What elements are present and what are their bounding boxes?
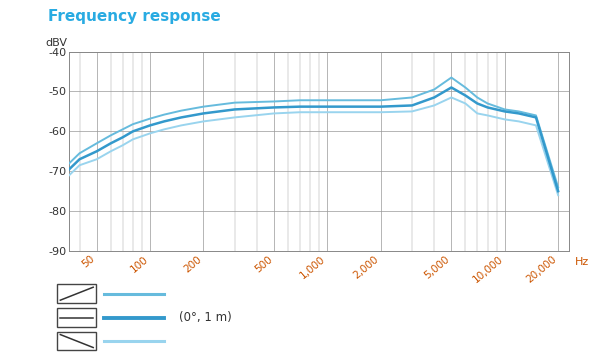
Text: Hz: Hz bbox=[575, 257, 589, 267]
Text: Frequency response: Frequency response bbox=[48, 9, 221, 24]
Text: (0°, 1 m): (0°, 1 m) bbox=[179, 311, 232, 324]
Text: dBV: dBV bbox=[45, 38, 67, 48]
